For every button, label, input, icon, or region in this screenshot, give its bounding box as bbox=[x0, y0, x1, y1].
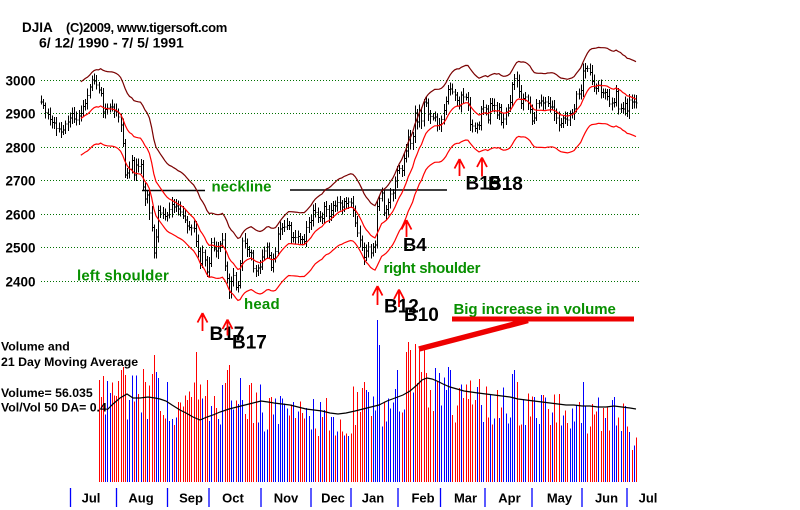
svg-text:6/ 12/ 1990 - 7/ 5/ 1991: 6/ 12/ 1990 - 7/ 5/ 1991 bbox=[39, 35, 184, 51]
svg-text:2800: 2800 bbox=[6, 140, 36, 155]
svg-text:2900: 2900 bbox=[6, 106, 36, 121]
svg-text:right shoulder: right shoulder bbox=[384, 260, 481, 277]
svg-text:left shoulder: left shoulder bbox=[77, 268, 169, 285]
svg-text:3000: 3000 bbox=[6, 73, 36, 88]
svg-text:Oct: Oct bbox=[222, 491, 244, 506]
svg-text:B4: B4 bbox=[403, 234, 427, 255]
svg-text:2400: 2400 bbox=[6, 274, 36, 289]
svg-text:Nov: Nov bbox=[274, 491, 299, 506]
svg-text:B12: B12 bbox=[384, 297, 419, 318]
svg-text:DJIA: DJIA bbox=[22, 20, 53, 35]
svg-text:Jan: Jan bbox=[362, 491, 384, 506]
svg-text:2500: 2500 bbox=[6, 240, 36, 255]
svg-text:head: head bbox=[244, 296, 280, 313]
svg-text:neckline: neckline bbox=[212, 179, 272, 196]
svg-text:Volume and: Volume and bbox=[1, 340, 70, 354]
svg-text:B18: B18 bbox=[488, 174, 523, 195]
svg-text:(C)2009, www.tigersoft.com: (C)2009, www.tigersoft.com bbox=[66, 20, 227, 35]
svg-text:2700: 2700 bbox=[6, 173, 36, 188]
svg-text:B15: B15 bbox=[466, 174, 501, 195]
svg-text:Dec: Dec bbox=[321, 491, 345, 506]
svg-text:May: May bbox=[547, 491, 573, 506]
svg-text:Sep: Sep bbox=[179, 491, 203, 506]
svg-text:2600: 2600 bbox=[6, 207, 36, 222]
svg-text:Jul: Jul bbox=[82, 491, 101, 506]
svg-text:Volume= 56.035: Volume= 56.035 bbox=[1, 386, 93, 400]
svg-text:Vol/Vol 50 DA= 0.4: Vol/Vol 50 DA= 0.4 bbox=[1, 401, 107, 415]
svg-text:B10: B10 bbox=[404, 305, 439, 326]
svg-text:Mar: Mar bbox=[454, 491, 477, 506]
svg-text:Apr: Apr bbox=[498, 491, 520, 506]
svg-text:21 Day Moving Average: 21 Day Moving Average bbox=[1, 355, 138, 369]
svg-text:B17: B17 bbox=[232, 333, 267, 354]
svg-text:Jun: Jun bbox=[595, 491, 618, 506]
svg-text:Aug: Aug bbox=[128, 491, 153, 506]
svg-text:Big increase in volume: Big increase in volume bbox=[454, 301, 616, 318]
svg-text:Feb: Feb bbox=[411, 491, 434, 506]
svg-text:Jul: Jul bbox=[639, 491, 658, 506]
